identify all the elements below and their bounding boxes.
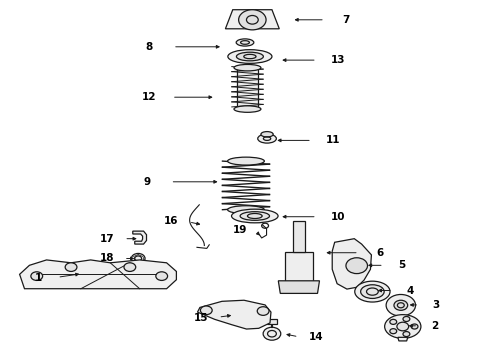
Polygon shape <box>225 10 279 29</box>
Text: 12: 12 <box>142 92 157 102</box>
Ellipse shape <box>228 50 272 63</box>
Text: 2: 2 <box>432 321 439 331</box>
Ellipse shape <box>355 281 390 302</box>
Text: 5: 5 <box>398 260 405 270</box>
Circle shape <box>386 294 416 316</box>
Polygon shape <box>133 231 147 244</box>
Ellipse shape <box>232 209 278 223</box>
Circle shape <box>200 306 212 315</box>
Circle shape <box>394 300 408 310</box>
Ellipse shape <box>236 39 254 46</box>
Text: 15: 15 <box>194 312 208 323</box>
Ellipse shape <box>240 212 270 220</box>
Text: 3: 3 <box>433 300 440 310</box>
Ellipse shape <box>261 132 273 137</box>
Bar <box>267 319 277 324</box>
Text: 11: 11 <box>326 135 341 145</box>
Circle shape <box>131 253 145 264</box>
Circle shape <box>124 263 136 271</box>
Ellipse shape <box>237 52 264 61</box>
Polygon shape <box>278 281 319 293</box>
Polygon shape <box>20 260 176 289</box>
Ellipse shape <box>361 285 384 298</box>
Text: 8: 8 <box>146 42 153 52</box>
Polygon shape <box>332 239 371 289</box>
Text: 10: 10 <box>331 212 345 222</box>
Ellipse shape <box>234 106 261 112</box>
Circle shape <box>263 327 281 340</box>
Polygon shape <box>398 337 408 341</box>
Text: 6: 6 <box>376 248 383 258</box>
Ellipse shape <box>227 206 265 214</box>
Ellipse shape <box>234 64 261 71</box>
Bar <box>237 68 258 108</box>
Circle shape <box>156 272 168 280</box>
Circle shape <box>31 272 43 280</box>
Bar <box>285 252 313 290</box>
Ellipse shape <box>227 157 265 165</box>
Circle shape <box>239 10 266 30</box>
Bar <box>293 221 305 252</box>
Circle shape <box>403 316 410 321</box>
Circle shape <box>403 332 410 337</box>
Ellipse shape <box>258 134 276 143</box>
Text: 18: 18 <box>99 253 114 264</box>
Ellipse shape <box>385 315 421 338</box>
Text: 19: 19 <box>233 225 247 235</box>
Circle shape <box>390 329 397 334</box>
Text: 13: 13 <box>331 55 345 65</box>
Circle shape <box>411 324 418 329</box>
Text: 4: 4 <box>407 285 415 296</box>
Text: 17: 17 <box>99 234 114 244</box>
Text: 1: 1 <box>35 273 42 283</box>
Circle shape <box>257 307 269 315</box>
Text: 16: 16 <box>164 216 179 226</box>
Text: 7: 7 <box>342 15 349 25</box>
Circle shape <box>397 322 409 331</box>
Text: 14: 14 <box>309 332 323 342</box>
Circle shape <box>390 319 397 324</box>
Polygon shape <box>197 300 271 329</box>
Circle shape <box>65 263 77 271</box>
Circle shape <box>346 258 368 274</box>
Text: 9: 9 <box>144 177 150 187</box>
